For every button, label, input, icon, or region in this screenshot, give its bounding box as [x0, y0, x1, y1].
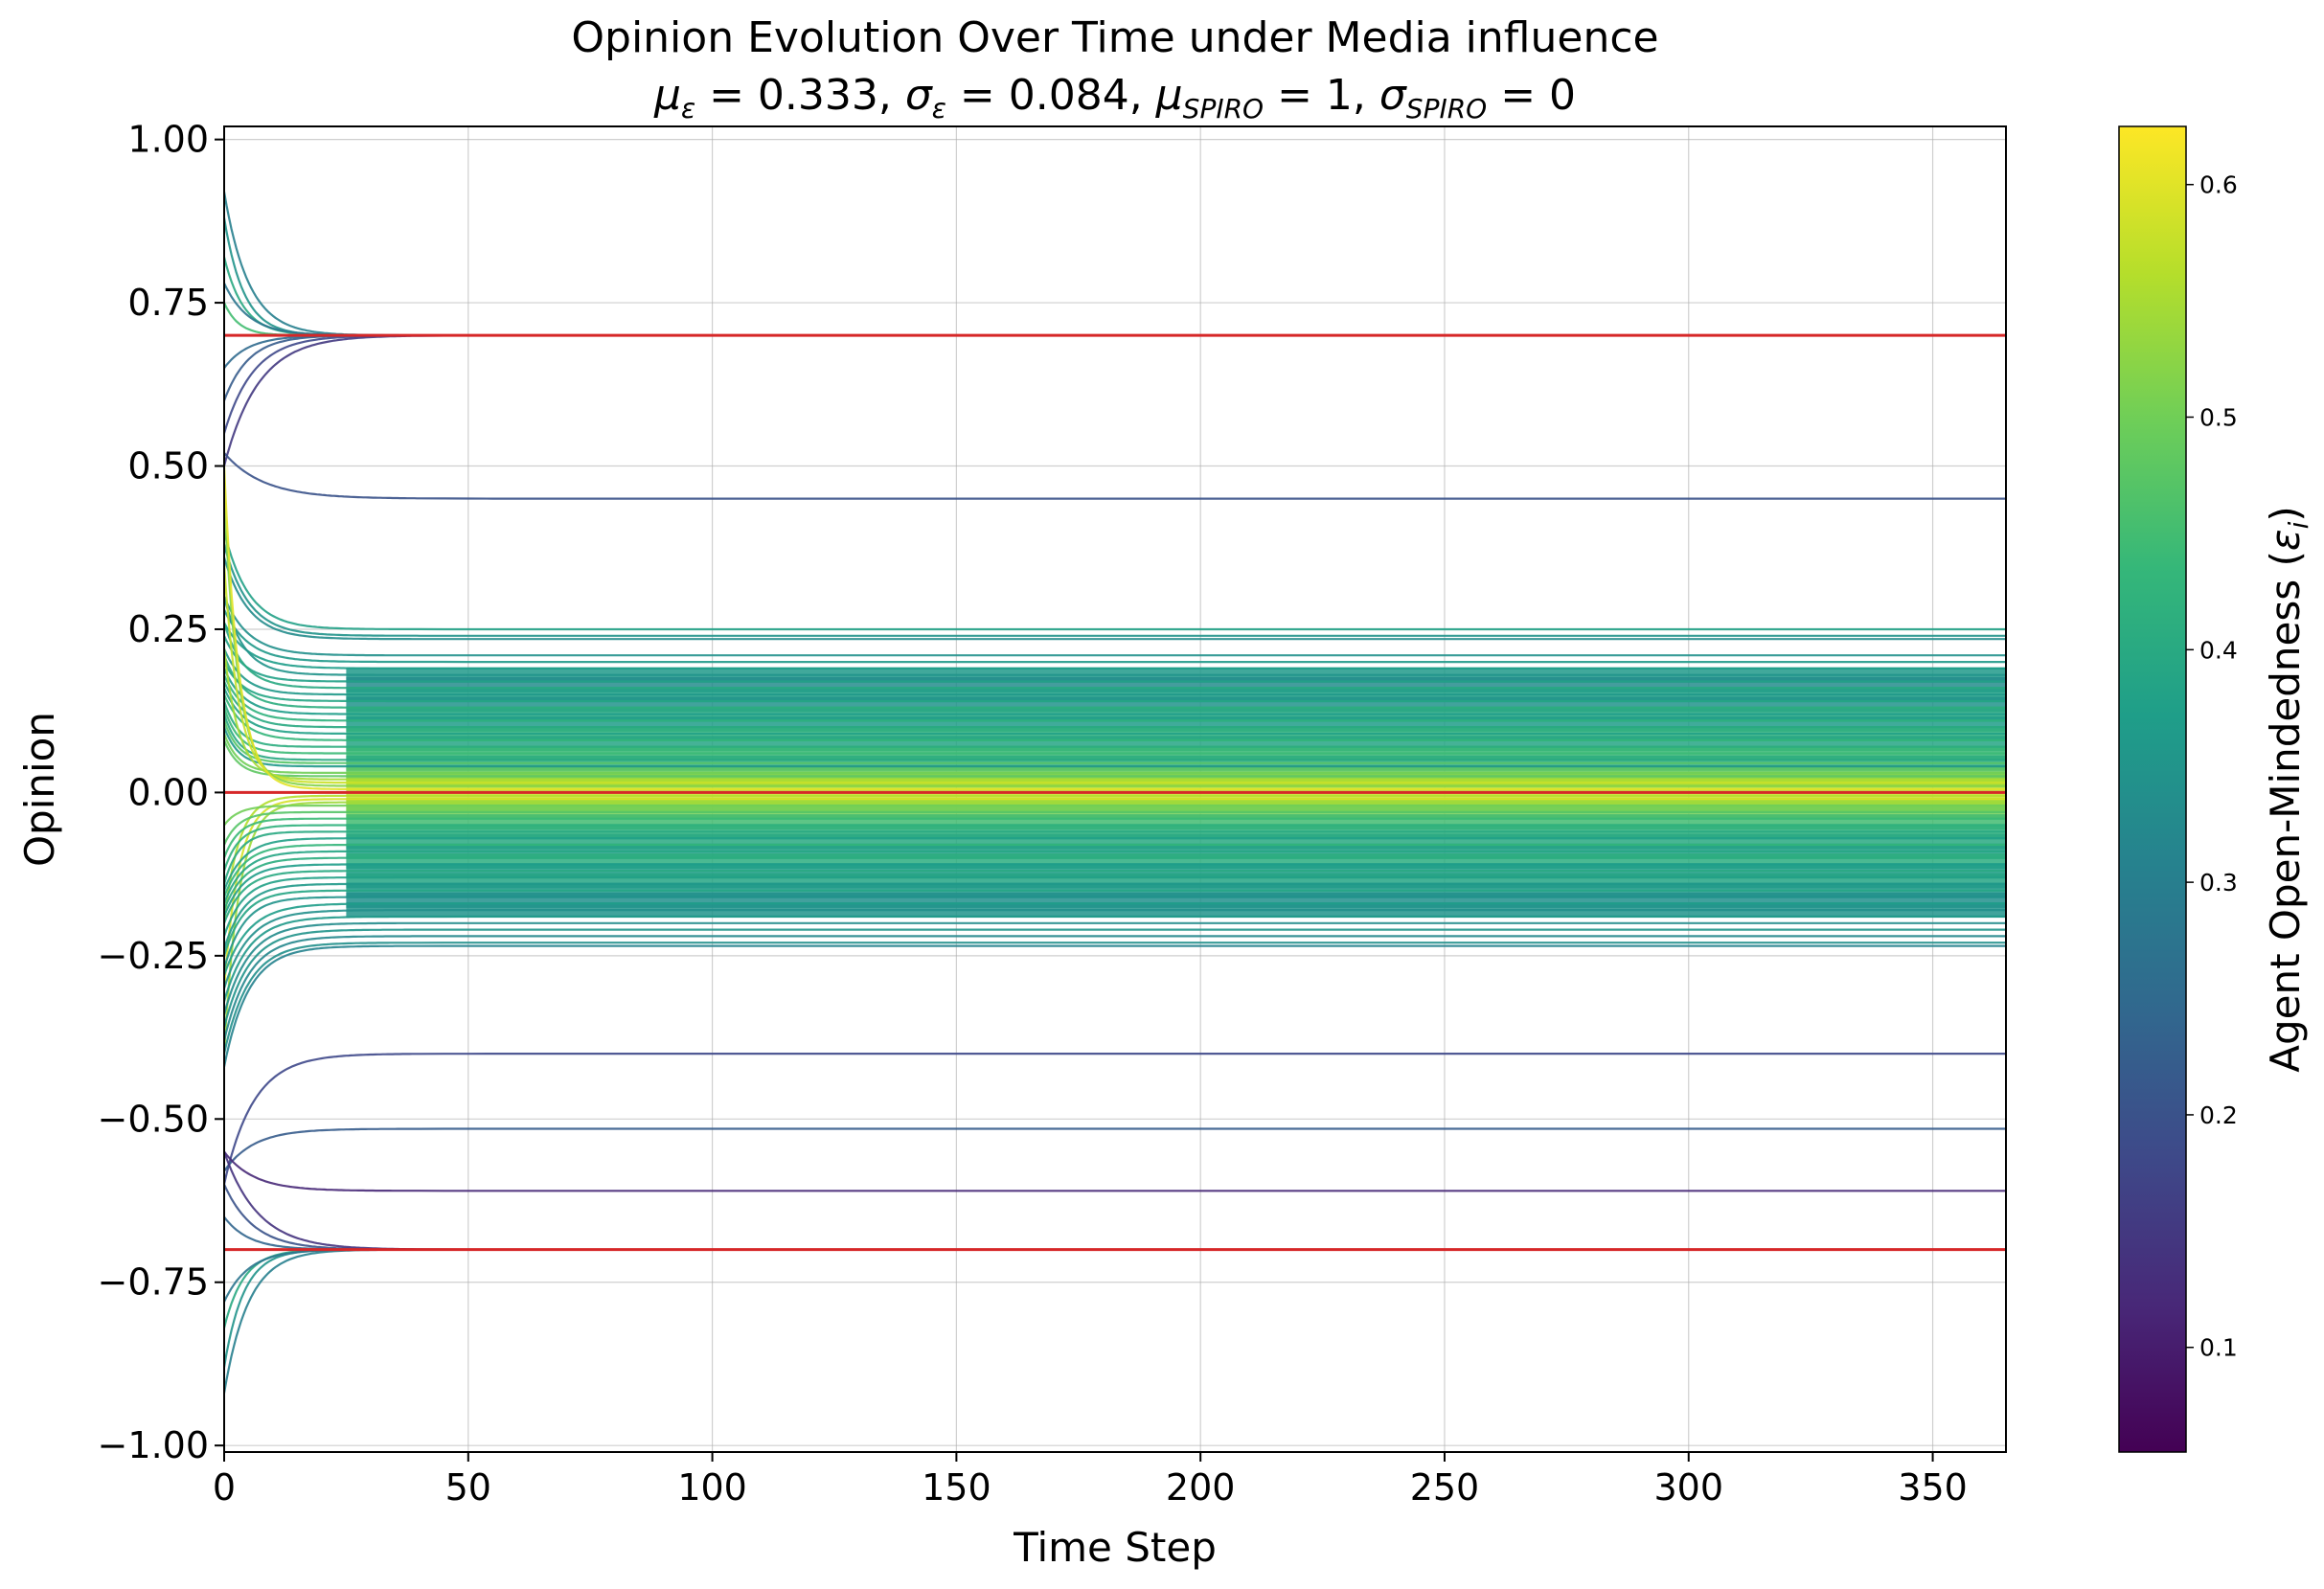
y-axis-label: Opinion [16, 712, 63, 867]
chart-title: Opinion Evolution Over Time under Media … [571, 13, 1658, 62]
agent-trajectory [224, 1127, 2006, 1172]
agent-trajectory [224, 720, 2006, 764]
agent-trajectory [224, 661, 2006, 703]
agent-trajectory [224, 556, 2006, 641]
colorbar-tick-label: 0.5 [2199, 404, 2238, 432]
colorbar-tick-label: 0.1 [2199, 1334, 2238, 1362]
agent-trajectory [224, 850, 2006, 904]
agent-trajectory [224, 921, 2006, 1015]
media-layer [224, 333, 2006, 1252]
chart-subtitle: με = 0.333, σε = 0.084, μSPIRO = 1, σSPI… [653, 71, 1576, 125]
x-tick-label: 350 [1898, 1466, 1968, 1509]
agent-trajectory [224, 609, 2006, 664]
agent-trajectory [224, 733, 2006, 775]
agent-trajectory [224, 596, 2006, 657]
agent-trajectory [224, 836, 2006, 892]
y-tick-label: −0.50 [98, 1098, 209, 1140]
agent-trajectory [224, 674, 2006, 722]
x-tick-label: 100 [677, 1466, 747, 1509]
agent-trajectory [224, 942, 2006, 1055]
plot-frame [223, 125, 2007, 1453]
agent-trajectory [224, 647, 2006, 696]
agent-trajectory [224, 596, 2006, 676]
y-tick-label: 0.50 [127, 445, 209, 488]
agent-trajectory [224, 622, 2006, 670]
y-tick-label: −0.25 [98, 935, 209, 977]
colorbar-gradient [2118, 125, 2187, 1453]
agent-trajectory [224, 668, 2006, 715]
agent-trajectory [224, 726, 2006, 768]
agent-trajectory [224, 798, 2006, 988]
agent-trajectory [224, 452, 2006, 500]
agent-trajectory [224, 465, 2006, 791]
agent-trajectory [224, 896, 2006, 969]
agent-trajectory [224, 908, 2006, 989]
x-tick-label: 250 [1410, 1466, 1480, 1509]
x-tick-label: 50 [445, 1466, 491, 1509]
colorbar-tick-label: 0.6 [2199, 171, 2238, 199]
y-tick-label: 1.00 [127, 119, 209, 161]
x-tick-label: 150 [922, 1466, 991, 1509]
agent-trajectory [224, 902, 2006, 976]
x-axis-label: Time Step [1013, 1524, 1217, 1571]
agent-trajectory [224, 622, 2006, 690]
agent-trajectory [224, 739, 2006, 778]
agent-trajectory [224, 843, 2006, 897]
x-tick-label: 300 [1654, 1466, 1724, 1509]
agent-trajectory [224, 707, 2006, 755]
agent-trajectory [224, 817, 2006, 859]
agent-trajectory [224, 544, 2006, 637]
y-tick-label: 0.25 [127, 608, 209, 650]
agent-trajectory [224, 635, 2006, 683]
x-tick-label: 0 [213, 1466, 236, 1509]
x-tick-label: 200 [1166, 1466, 1236, 1509]
agent-trajectory [224, 531, 2006, 631]
agent-trajectory [224, 714, 2006, 761]
agent-trajectory [224, 810, 2006, 846]
agent-trajectory [224, 870, 2006, 924]
colorbar-tick-label: 0.3 [2199, 869, 2238, 897]
y-tick-label: 0.75 [127, 282, 209, 324]
agent-trajectory [224, 928, 2006, 1029]
agent-trajectory [224, 856, 2006, 911]
agent-trajectory [224, 498, 2006, 787]
agent-trajectory [224, 700, 2006, 748]
agent-trajectory [224, 882, 2006, 950]
agent-trajectory [224, 944, 2006, 1068]
colorbar-label: Agent Open-Mindedness (εi) [2262, 506, 2314, 1073]
agent-trajectory [224, 563, 2006, 784]
agent-trajectory [224, 648, 2006, 781]
y-axis: 1.00 0.75 0.50 0.25 0.00 −0.25 −0.50 −0.75 −1.00 [98, 119, 224, 1466]
agent-trajectory [224, 889, 2006, 957]
plot-area: 0 50 100 150 200 250 300 350 1.00 0.75 0.50 0.25 0.… [98, 119, 2007, 1509]
agent-trajectory [224, 935, 2006, 1041]
agent-trajectory [224, 794, 2006, 923]
colorbar: 0.1 0.2 0.3 0.4 0.5 0.6 Agent Open-Mindedness… [2118, 125, 2314, 1453]
agent-trajectory [224, 824, 2006, 872]
colorbar-tick-label: 0.2 [2199, 1101, 2238, 1129]
agent-trajectory [224, 1150, 2006, 1192]
agent-trajectory [224, 915, 2006, 1002]
agent-trajectory [224, 681, 2006, 729]
colorbar-ticks: 0.1 0.2 0.3 0.4 0.5 0.6 [2186, 171, 2238, 1362]
agent-trajectory [224, 654, 2006, 709]
agent-trajectory [224, 875, 2006, 937]
agent-trajectory [224, 863, 2006, 918]
y-tick-label: −0.75 [98, 1261, 209, 1304]
colorbar-tick-label: 0.4 [2199, 636, 2238, 664]
y-tick-label: 0.00 [127, 771, 209, 813]
agent-trajectory [224, 804, 2006, 827]
x-axis: 0 50 100 150 200 250 300 350 [213, 1452, 1968, 1509]
agent-trajectory [224, 693, 2006, 742]
agent-trajectory [224, 687, 2006, 736]
agent-trajectory [224, 830, 2006, 885]
agent-trajectory [224, 1052, 2006, 1185]
y-tick-label: −1.00 [98, 1424, 209, 1466]
